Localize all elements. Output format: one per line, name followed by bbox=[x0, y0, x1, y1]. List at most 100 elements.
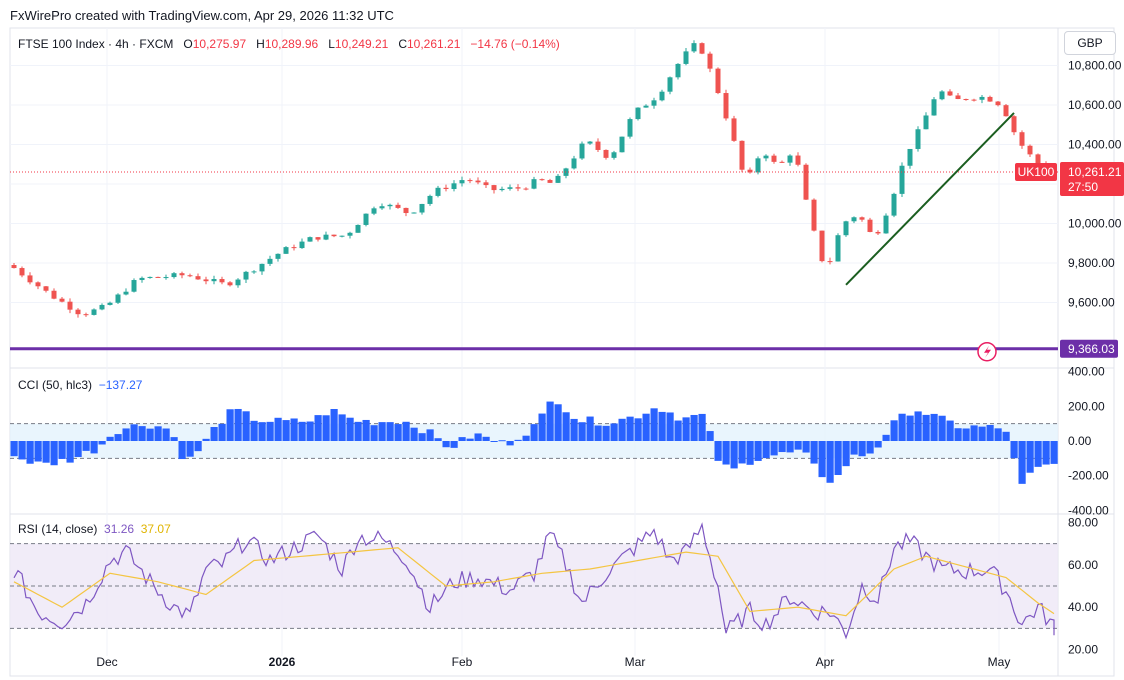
cci-bar bbox=[874, 441, 882, 448]
cci-bar bbox=[122, 428, 130, 441]
close-value: 10,261.21 bbox=[407, 37, 461, 51]
price-tick-label: 10,600.00 bbox=[1068, 98, 1122, 112]
cci-bar bbox=[882, 434, 890, 441]
candle-body bbox=[307, 237, 313, 242]
candle bbox=[203, 276, 209, 285]
candle-body bbox=[699, 43, 705, 54]
x-tick-label: Dec bbox=[96, 655, 117, 669]
candle-body bbox=[411, 212, 417, 214]
candle bbox=[723, 89, 729, 121]
level-tag-box bbox=[1060, 339, 1118, 358]
cci-bar bbox=[898, 413, 906, 441]
candle bbox=[675, 63, 681, 80]
candle-body bbox=[235, 279, 241, 286]
cci-bar bbox=[170, 437, 178, 441]
cci-bar bbox=[1002, 431, 1010, 441]
candle-body bbox=[771, 155, 777, 162]
candle-body bbox=[891, 193, 897, 216]
cci-bar bbox=[986, 424, 994, 441]
candle bbox=[139, 276, 145, 283]
price-tick-label: 10,800.00 bbox=[1068, 59, 1122, 73]
cci-bar bbox=[770, 441, 778, 456]
candle-body bbox=[83, 314, 89, 316]
candle bbox=[323, 231, 329, 241]
candle-body bbox=[603, 149, 609, 158]
symbol-label[interactable]: FTSE 100 Index · 4h · FXCM bbox=[18, 37, 174, 51]
rsi-tick-label: 20.00 bbox=[1068, 643, 1098, 657]
cci-bar bbox=[514, 439, 522, 441]
candle bbox=[155, 276, 161, 278]
candle bbox=[835, 233, 841, 262]
candle bbox=[83, 312, 89, 317]
candle-body bbox=[507, 187, 513, 189]
candle-body bbox=[323, 234, 329, 240]
cci-bar bbox=[74, 441, 82, 457]
cci-label[interactable]: CCI (50, hlc3) bbox=[18, 378, 93, 392]
cci-bar bbox=[722, 441, 730, 465]
cci-bar bbox=[250, 420, 258, 441]
rsi-label[interactable]: RSI (14, close) bbox=[18, 522, 98, 536]
candle-body bbox=[883, 215, 889, 234]
cci-bar bbox=[930, 413, 938, 441]
cci-bar bbox=[562, 412, 570, 441]
cci-bar bbox=[962, 428, 970, 441]
cci-tick-label: -400.00 bbox=[1068, 503, 1109, 517]
price-tick-label: 9,600.00 bbox=[1068, 296, 1115, 310]
candle-body bbox=[59, 298, 65, 302]
candle bbox=[619, 136, 625, 153]
rsi-legend: RSI (14, close) 31.26 37.07 bbox=[18, 522, 171, 536]
cci-bar bbox=[546, 401, 554, 441]
currency-button[interactable]: GBP bbox=[1064, 31, 1116, 55]
cci-bar bbox=[706, 431, 714, 441]
candle-body bbox=[955, 95, 961, 100]
candle bbox=[427, 194, 433, 206]
candle bbox=[851, 216, 857, 224]
rsi-line bbox=[13, 522, 1055, 640]
cci-bar bbox=[530, 424, 538, 441]
candle-body bbox=[379, 206, 385, 209]
candle bbox=[635, 107, 641, 121]
candle-body bbox=[467, 180, 473, 182]
candle bbox=[435, 185, 441, 198]
cci-bar bbox=[418, 433, 426, 441]
candle bbox=[747, 167, 753, 174]
candle bbox=[219, 276, 225, 285]
candle bbox=[811, 198, 817, 232]
open-value: 10,275.97 bbox=[192, 37, 247, 51]
cci-bar bbox=[538, 413, 546, 441]
candle-body bbox=[163, 277, 169, 279]
candle bbox=[227, 281, 233, 287]
candle-body bbox=[451, 183, 457, 190]
candle bbox=[547, 178, 553, 183]
candle bbox=[275, 253, 281, 262]
candle bbox=[683, 48, 689, 66]
rsi-ma-line bbox=[13, 547, 1055, 617]
candle bbox=[331, 234, 337, 238]
candle-body bbox=[91, 309, 97, 315]
candle bbox=[779, 160, 785, 163]
candle bbox=[75, 308, 81, 318]
candle bbox=[587, 140, 593, 145]
candle-body bbox=[931, 99, 937, 116]
cci-bar bbox=[370, 425, 378, 441]
cci-tick-label: 400.00 bbox=[1068, 365, 1105, 379]
cci-bar bbox=[490, 441, 498, 442]
candle-body bbox=[1035, 154, 1041, 164]
candle-body bbox=[491, 185, 497, 191]
low-value: 10,249.21 bbox=[334, 37, 389, 51]
cci-bar bbox=[466, 438, 474, 441]
candle-body bbox=[707, 53, 713, 69]
candle-body bbox=[27, 275, 33, 283]
candle bbox=[43, 286, 49, 293]
cci-bar bbox=[1010, 441, 1018, 459]
cci-bar bbox=[90, 441, 98, 454]
cci-bar bbox=[834, 441, 842, 475]
candle-body bbox=[203, 279, 209, 282]
cci-bar bbox=[474, 433, 482, 441]
candle bbox=[363, 213, 369, 227]
candle bbox=[123, 288, 129, 296]
candle-body bbox=[979, 96, 985, 100]
cci-bar bbox=[746, 441, 754, 465]
countdown-text: 27:50 bbox=[1068, 180, 1098, 194]
